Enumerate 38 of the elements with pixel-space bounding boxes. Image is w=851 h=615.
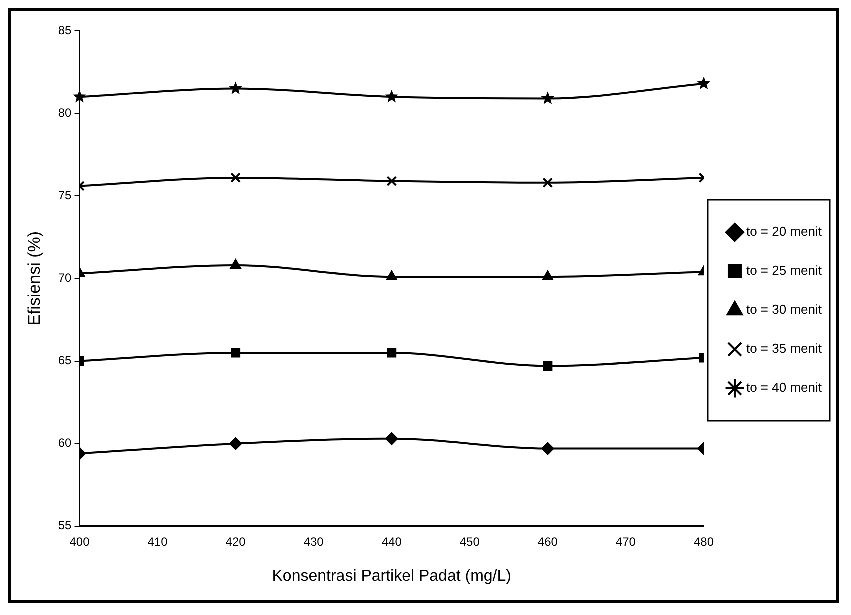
y-tick-label: 85 (58, 23, 72, 38)
legend-label: to = 25 menit (746, 263, 822, 278)
x-tick-label: 460 (538, 534, 558, 549)
x-tick-label: 410 (148, 534, 168, 549)
y-tick-label: 70 (58, 271, 72, 286)
y-tick-label: 55 (58, 518, 72, 533)
x-tick-label: 430 (304, 534, 324, 549)
x-tick-label: 440 (382, 534, 402, 549)
point (386, 176, 398, 187)
x-tick-label: 470 (616, 534, 636, 549)
point (385, 432, 398, 446)
x-axis-title: Konsentrasi Partikel Padat (mg/L) (272, 568, 512, 585)
point (543, 361, 553, 371)
point (386, 270, 398, 281)
point (541, 442, 554, 456)
point (229, 437, 242, 450)
x-tick-label: 400 (70, 534, 90, 549)
y-tick-label: 75 (58, 188, 72, 202)
point (230, 258, 242, 269)
x-tick-label: 420 (226, 534, 246, 549)
y-tick-label: 80 (58, 106, 72, 120)
point (229, 82, 242, 94)
y-axis-title: Efisiensi (%) (24, 231, 44, 326)
y-tick-label: 60 (58, 436, 72, 450)
point (542, 270, 554, 281)
legend-label: to = 20 menit (746, 224, 822, 240)
legend-label: to = 35 menit (746, 341, 822, 356)
point (230, 172, 242, 184)
legend-label: to = 40 menit (746, 380, 822, 396)
point (385, 90, 399, 103)
legend-label: to = 30 menit (746, 302, 822, 318)
point (541, 92, 555, 104)
point (387, 348, 397, 358)
point (542, 178, 554, 188)
x-tick-label: 450 (460, 534, 480, 549)
x-tick-label: 480 (694, 534, 714, 549)
y-tick-label: 65 (58, 354, 72, 368)
point (231, 348, 241, 358)
